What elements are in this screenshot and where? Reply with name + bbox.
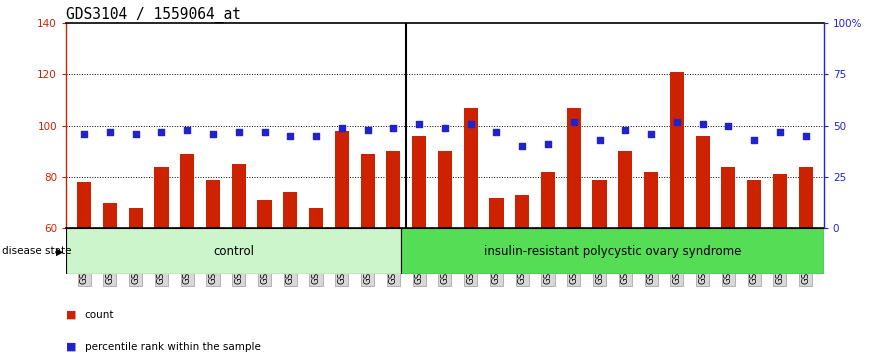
Point xyxy=(412,121,426,126)
Point xyxy=(566,119,581,124)
Point xyxy=(799,133,813,139)
Point xyxy=(360,127,374,133)
Point xyxy=(515,143,529,149)
Text: insulin-resistant polycystic ovary syndrome: insulin-resistant polycystic ovary syndr… xyxy=(484,245,741,258)
Bar xyxy=(257,200,271,354)
Point xyxy=(154,129,168,135)
Text: ▶: ▶ xyxy=(56,246,63,256)
Point xyxy=(283,133,297,139)
Point xyxy=(129,131,143,137)
Point xyxy=(593,137,607,143)
Bar xyxy=(566,108,581,354)
Bar xyxy=(515,195,529,354)
Bar xyxy=(670,72,684,354)
Text: GDS3104 / 1559064_at: GDS3104 / 1559064_at xyxy=(66,7,241,23)
Point xyxy=(644,131,658,137)
Point xyxy=(335,125,349,131)
Bar xyxy=(309,208,323,354)
Point xyxy=(232,129,246,135)
Bar xyxy=(412,136,426,354)
Bar xyxy=(463,108,478,354)
Bar xyxy=(154,167,168,354)
Text: ■: ■ xyxy=(66,342,77,352)
Point xyxy=(386,125,400,131)
Bar xyxy=(773,175,787,354)
Bar xyxy=(180,154,195,354)
Bar xyxy=(335,131,349,354)
Point xyxy=(77,131,91,137)
Bar xyxy=(618,152,633,354)
Text: disease state: disease state xyxy=(2,246,71,256)
Bar xyxy=(360,154,374,354)
Bar xyxy=(438,152,452,354)
Point xyxy=(722,123,736,129)
Point xyxy=(490,129,504,135)
Bar xyxy=(401,228,824,274)
Bar xyxy=(644,172,658,354)
Text: percentile rank within the sample: percentile rank within the sample xyxy=(85,342,261,352)
Bar xyxy=(232,164,246,354)
Bar xyxy=(66,228,401,274)
Bar xyxy=(283,193,298,354)
Point xyxy=(773,129,787,135)
Point xyxy=(463,121,478,126)
Point xyxy=(618,127,633,133)
Text: control: control xyxy=(213,245,254,258)
Bar xyxy=(592,179,607,354)
Point xyxy=(438,125,452,131)
Point xyxy=(670,119,684,124)
Bar xyxy=(489,198,504,354)
Bar xyxy=(695,136,710,354)
Point xyxy=(103,129,117,135)
Bar xyxy=(722,167,736,354)
Point xyxy=(180,127,194,133)
Text: count: count xyxy=(85,310,114,320)
Bar xyxy=(541,172,555,354)
Bar xyxy=(386,152,401,354)
Point xyxy=(541,141,555,147)
Point xyxy=(747,137,761,143)
Bar xyxy=(747,179,761,354)
Point xyxy=(696,121,710,126)
Point xyxy=(257,129,271,135)
Text: ■: ■ xyxy=(66,310,77,320)
Bar xyxy=(77,182,92,354)
Point xyxy=(206,131,220,137)
Bar xyxy=(129,208,143,354)
Bar xyxy=(103,202,117,354)
Point xyxy=(309,133,323,139)
Bar xyxy=(206,179,220,354)
Bar xyxy=(798,167,813,354)
